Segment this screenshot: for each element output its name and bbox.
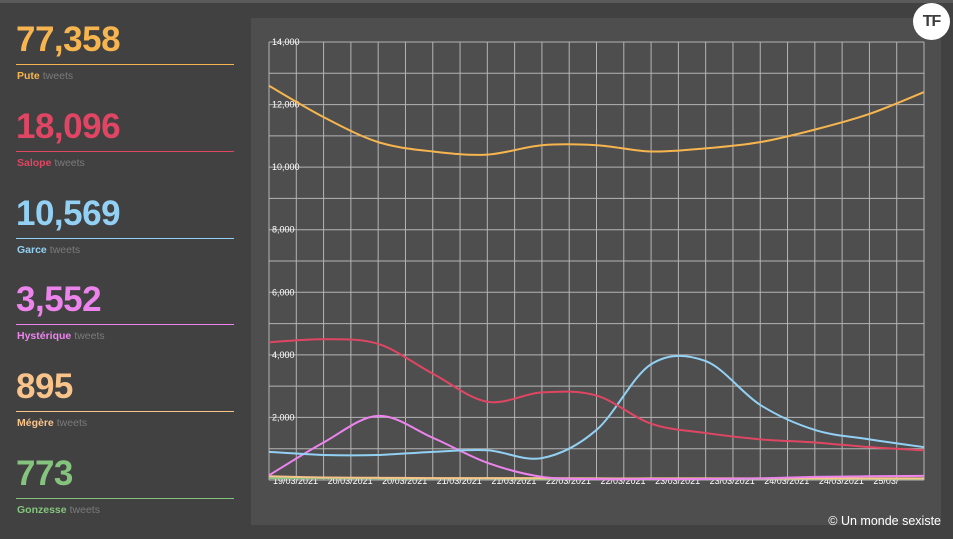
chart-panel: 2,000 4,000 6,000 8,000 10,000 12,000 14,000 19… — [251, 18, 941, 525]
stat-label: Gonzesse tweets — [17, 504, 100, 516]
y-tick-label: 2,000 — [272, 412, 295, 422]
stat-rule — [16, 237, 234, 239]
stat-value: 895 — [16, 367, 73, 407]
stat-word: Hystérique — [17, 330, 72, 343]
stat-word: Gonzesse — [17, 503, 67, 516]
stat-pute: 77,358 Pute tweets — [16, 18, 234, 105]
stat-megere: 895 Mégère tweets — [16, 365, 234, 452]
stat-label: Garce tweets — [17, 244, 80, 256]
stat-value: 773 — [16, 453, 73, 493]
y-tick-label: 10,000 — [272, 162, 300, 172]
x-tick-label: 20/03/2021 — [328, 476, 373, 486]
x-tick-label: 23/03/2021 — [710, 476, 755, 486]
stat-value: 18,096 — [16, 106, 121, 146]
stat-rule — [16, 150, 234, 152]
x-tick-label: 19/03/2021 — [273, 476, 318, 486]
stat-rule — [16, 497, 234, 499]
x-tick-label: 20/03/2021 — [382, 476, 427, 486]
x-tick-label: 21/03/2021 — [437, 476, 482, 486]
credit-text: © Un monde sexiste — [828, 514, 941, 528]
x-tick-label: 24/03/2021 — [764, 476, 809, 486]
stat-label: Hystérique tweets — [17, 330, 105, 342]
stat-suffix: tweets — [74, 330, 105, 343]
y-tick-label: 6,000 — [272, 287, 295, 297]
tf-logo: TF — [913, 3, 950, 40]
x-tick-label: 24/03/2021 — [819, 476, 864, 486]
stat-hysterique: 3,552 Hystérique tweets — [16, 278, 234, 365]
stat-value: 10,569 — [16, 193, 121, 233]
stat-label: Salope tweets — [17, 157, 85, 169]
stat-word: Garce — [17, 243, 47, 256]
stat-rule — [16, 64, 234, 65]
stat-value: 3,552 — [16, 280, 102, 320]
stat-rule — [16, 411, 234, 413]
x-tick-label: 21/03/2021 — [491, 476, 536, 486]
stat-word: Mégère — [17, 417, 54, 430]
series-line — [268, 414, 925, 481]
series-line — [268, 354, 925, 460]
stat-word: Pute — [17, 70, 40, 82]
x-tick-label: 25/03/ — [873, 476, 899, 486]
line-chart: 2,000 4,000 6,000 8,000 10,000 12,000 14,000 19… — [268, 37, 925, 486]
y-tick-label: 8,000 — [272, 225, 295, 235]
stat-rule — [16, 324, 234, 326]
x-tick-label: 22/03/2021 — [601, 476, 646, 486]
stat-garce: 10,569 Garce tweets — [16, 192, 234, 279]
y-tick-label: 14,000 — [272, 37, 300, 47]
top-strip — [0, 0, 953, 3]
stat-suffix: tweets — [54, 156, 85, 169]
stat-label: Mégère tweets — [17, 417, 87, 429]
stat-suffix: tweets — [56, 417, 88, 430]
stat-salope: 18,096 Salope tweets — [16, 105, 234, 192]
stat-gonzesse: 773 Gonzesse tweets — [16, 452, 234, 539]
y-tick-label: 4,000 — [272, 350, 295, 360]
y-tick-label: 12,000 — [272, 100, 300, 110]
stat-value: 77,358 — [16, 20, 121, 59]
x-tick-label: 22/03/2021 — [546, 476, 591, 486]
series-line — [268, 84, 925, 156]
stat-suffix: tweets — [69, 503, 100, 516]
stat-label: Pute tweets — [17, 70, 73, 82]
stat-suffix: tweets — [49, 243, 81, 256]
series-line — [268, 338, 925, 452]
stat-word: Salope — [17, 156, 52, 169]
x-tick-label: 23/03/2021 — [655, 476, 700, 486]
stats-column: 77,358 Pute tweets 18,096 Salope tweets 10… — [16, 18, 234, 539]
stat-suffix: tweets — [42, 70, 74, 82]
